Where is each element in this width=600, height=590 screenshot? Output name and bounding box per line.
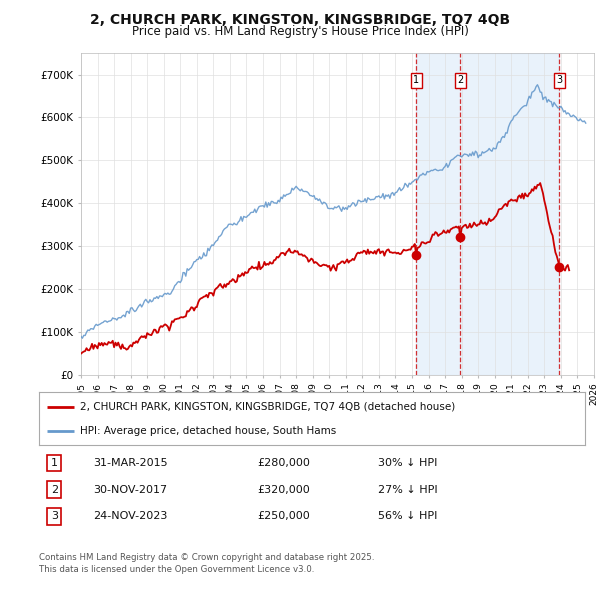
Text: 24-NOV-2023: 24-NOV-2023 <box>94 512 168 521</box>
Text: £320,000: £320,000 <box>257 484 310 494</box>
Text: 3: 3 <box>51 512 58 521</box>
Text: 2, CHURCH PARK, KINGSTON, KINGSBRIDGE, TQ7 4QB (detached house): 2, CHURCH PARK, KINGSTON, KINGSBRIDGE, T… <box>80 402 455 412</box>
Text: 27% ↓ HPI: 27% ↓ HPI <box>377 484 437 494</box>
Text: Contains HM Land Registry data © Crown copyright and database right 2025.
This d: Contains HM Land Registry data © Crown c… <box>39 553 374 574</box>
Text: Price paid vs. HM Land Registry's House Price Index (HPI): Price paid vs. HM Land Registry's House … <box>131 25 469 38</box>
Text: 31-MAR-2015: 31-MAR-2015 <box>94 458 168 468</box>
Text: £250,000: £250,000 <box>257 512 310 521</box>
Text: 56% ↓ HPI: 56% ↓ HPI <box>377 512 437 521</box>
Text: 2, CHURCH PARK, KINGSTON, KINGSBRIDGE, TQ7 4QB: 2, CHURCH PARK, KINGSTON, KINGSBRIDGE, T… <box>90 13 510 27</box>
Text: 3: 3 <box>556 76 562 86</box>
Text: 1: 1 <box>51 458 58 468</box>
Text: 2: 2 <box>457 76 463 86</box>
Text: £280,000: £280,000 <box>257 458 310 468</box>
Text: 30-NOV-2017: 30-NOV-2017 <box>94 484 168 494</box>
Text: 2: 2 <box>51 484 58 494</box>
Text: 1: 1 <box>413 76 419 86</box>
Text: HPI: Average price, detached house, South Hams: HPI: Average price, detached house, Sout… <box>80 426 336 436</box>
Text: 30% ↓ HPI: 30% ↓ HPI <box>377 458 437 468</box>
Bar <box>416 53 559 375</box>
